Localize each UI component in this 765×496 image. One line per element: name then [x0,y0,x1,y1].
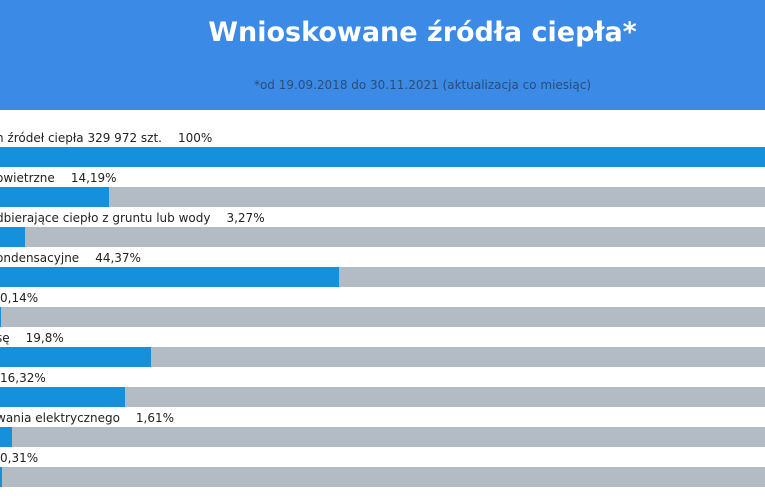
bar-label: ondensacyjne 44,37% [0,250,141,266]
chart-subtitle: *od 19.09.2018 do 30.11.2021 (aktualizac… [253,78,592,92]
bar [0,387,125,407]
bar-track [0,347,765,367]
bar-category-label: h źródeł ciepła 329 972 szt. [0,131,162,145]
bar [0,347,151,367]
bar-value-label: 44,37% [95,251,141,265]
chart-title: Wnioskowane źródła ciepła* [208,17,637,48]
bar-category-label: ondensacyjne [0,251,80,265]
bar-value-label: 100% [177,131,213,145]
bar [0,427,12,447]
bar-value-label: 0,31% [0,451,39,465]
bar [0,467,2,487]
bar-value-label: 14,19% [70,171,117,185]
bar-label: dbierające ciepło z gruntu lub wody 3,27% [0,210,265,226]
bar-label: 0,14% [0,290,38,306]
bar [0,267,339,287]
bar-label: wania elektrycznego 1,61% [0,410,174,426]
bar [0,307,1,327]
bar-track [0,267,765,287]
bar-category-label: wania elektrycznego [0,411,120,425]
bar-label: sę 19,8% [0,330,64,346]
bar-value-label: 3,27% [226,211,265,225]
bar-category-label: owietrzne [0,171,55,185]
bar-category-label: dbierające ciepło z gruntu lub wody [0,211,211,225]
bar-track [0,227,765,247]
bar-track [0,387,765,407]
bar-label: h źródeł ciepła 329 972 szt. 100% [0,130,212,146]
bar-value-label: 1,61% [135,411,175,425]
bar-value-label: 19,8% [25,331,64,345]
bar [0,147,765,167]
bar-label: 0,31% [0,450,38,466]
bar-track [0,187,765,207]
chart-header: Wnioskowane źródła ciepła* *od 19.09.201… [0,0,765,110]
bar-track [0,307,765,327]
bar-track [0,147,765,167]
bar [0,227,25,247]
bar-label: 16,32% [0,370,46,386]
bar-track [0,427,765,447]
bar-track [0,467,765,487]
bar-value-label: 16,32% [0,371,46,385]
bar-label: owietrzne 14,19% [0,170,117,186]
bar-category-label: sę [0,331,10,345]
bar-value-label: 0,14% [0,291,39,305]
bar [0,187,109,207]
